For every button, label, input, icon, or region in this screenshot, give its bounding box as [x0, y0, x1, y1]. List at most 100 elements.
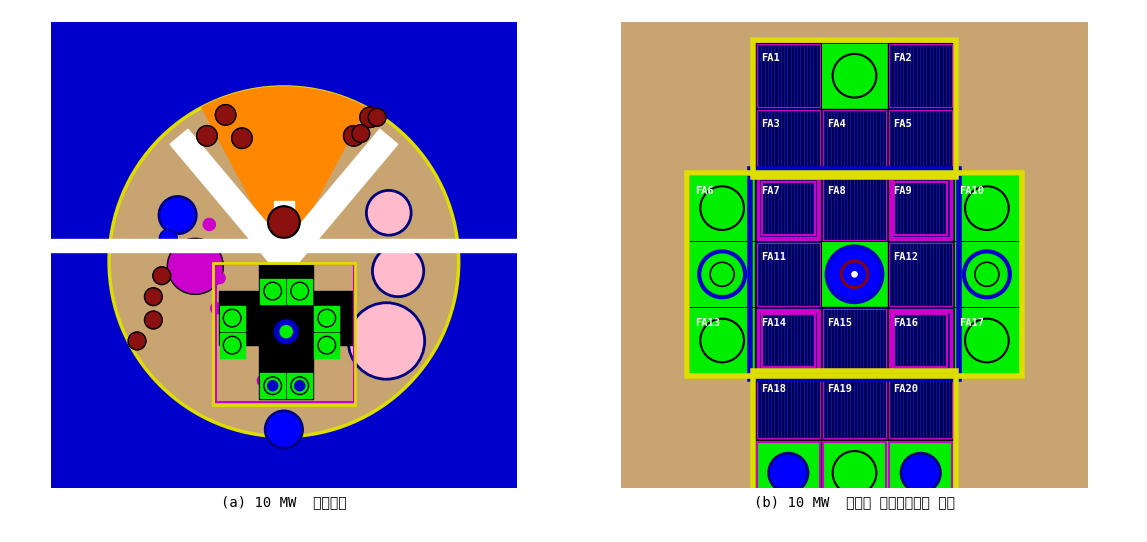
- Text: FA18: FA18: [760, 384, 786, 394]
- Bar: [889, 309, 952, 372]
- Circle shape: [349, 303, 424, 379]
- Text: FA15: FA15: [827, 318, 852, 328]
- Text: FA19: FA19: [827, 384, 852, 394]
- Bar: [889, 243, 952, 306]
- Text: FA4: FA4: [827, 119, 845, 130]
- Bar: [888, 109, 954, 175]
- Circle shape: [214, 273, 225, 283]
- Bar: [313, 291, 353, 345]
- Bar: [757, 243, 820, 306]
- Circle shape: [280, 326, 292, 338]
- Bar: [888, 373, 954, 440]
- Text: FA8: FA8: [827, 185, 845, 196]
- Bar: [50, 240, 517, 253]
- Bar: [755, 440, 821, 506]
- Bar: [689, 241, 755, 307]
- Bar: [888, 241, 954, 307]
- Bar: [755, 109, 821, 175]
- Bar: [757, 177, 820, 240]
- Text: FA5: FA5: [894, 119, 912, 130]
- Text: FA14: FA14: [760, 318, 786, 328]
- Polygon shape: [202, 87, 366, 262]
- Bar: [821, 43, 888, 109]
- Bar: [889, 442, 952, 504]
- Bar: [259, 264, 313, 305]
- Bar: [888, 43, 954, 109]
- Circle shape: [273, 319, 299, 345]
- Circle shape: [700, 251, 746, 297]
- Bar: [755, 175, 821, 241]
- Bar: [821, 241, 888, 307]
- Text: FA11: FA11: [760, 251, 786, 262]
- Bar: [888, 241, 954, 307]
- Bar: [755, 175, 821, 241]
- Bar: [755, 241, 821, 307]
- Bar: [689, 175, 755, 241]
- Bar: [821, 109, 888, 175]
- Bar: [889, 44, 952, 107]
- Bar: [821, 43, 888, 109]
- Bar: [821, 440, 888, 506]
- Bar: [821, 175, 888, 241]
- Text: FA17: FA17: [959, 318, 984, 328]
- Circle shape: [159, 197, 196, 234]
- Circle shape: [167, 238, 224, 294]
- Text: FA12: FA12: [894, 251, 919, 262]
- Bar: [755, 109, 821, 175]
- Bar: [821, 307, 888, 373]
- Circle shape: [852, 272, 857, 277]
- Circle shape: [159, 230, 177, 247]
- Circle shape: [216, 105, 236, 125]
- Circle shape: [975, 262, 999, 286]
- Circle shape: [268, 207, 299, 238]
- Bar: [689, 241, 755, 307]
- Bar: [888, 307, 954, 373]
- Bar: [821, 175, 888, 241]
- Bar: [821, 241, 888, 307]
- Bar: [217, 264, 354, 402]
- Bar: [687, 173, 1022, 376]
- Circle shape: [145, 288, 162, 306]
- Bar: [888, 175, 954, 241]
- Bar: [219, 333, 244, 358]
- Circle shape: [197, 126, 217, 146]
- Circle shape: [295, 380, 305, 391]
- Bar: [821, 440, 888, 506]
- Bar: [895, 314, 947, 367]
- Circle shape: [211, 303, 221, 314]
- Text: FA7: FA7: [760, 185, 780, 196]
- Bar: [287, 373, 312, 398]
- Circle shape: [963, 251, 1009, 297]
- Bar: [888, 43, 954, 109]
- Circle shape: [109, 87, 459, 436]
- Bar: [755, 307, 821, 373]
- Bar: [287, 279, 312, 304]
- Bar: [758, 178, 818, 238]
- Text: (b) 10 MW  노심의 핵연료집합체 배열: (b) 10 MW 노심의 핵연료집합체 배열: [754, 495, 955, 509]
- Circle shape: [232, 128, 252, 149]
- Bar: [752, 40, 957, 177]
- Text: FA16: FA16: [894, 318, 919, 328]
- Circle shape: [145, 311, 162, 329]
- Bar: [213, 263, 354, 405]
- Bar: [219, 306, 244, 331]
- Bar: [888, 373, 954, 440]
- Bar: [314, 306, 340, 331]
- Bar: [260, 373, 286, 398]
- Bar: [750, 170, 959, 379]
- Bar: [822, 309, 887, 372]
- Circle shape: [368, 108, 385, 126]
- Bar: [757, 110, 820, 173]
- Circle shape: [710, 262, 734, 286]
- Polygon shape: [170, 130, 288, 264]
- Circle shape: [768, 453, 807, 493]
- Bar: [755, 241, 821, 307]
- Polygon shape: [280, 130, 398, 264]
- Bar: [752, 371, 957, 508]
- Bar: [762, 314, 814, 367]
- Circle shape: [344, 126, 364, 146]
- Bar: [260, 279, 286, 304]
- Bar: [821, 373, 888, 440]
- Bar: [954, 175, 1020, 241]
- Bar: [274, 201, 294, 285]
